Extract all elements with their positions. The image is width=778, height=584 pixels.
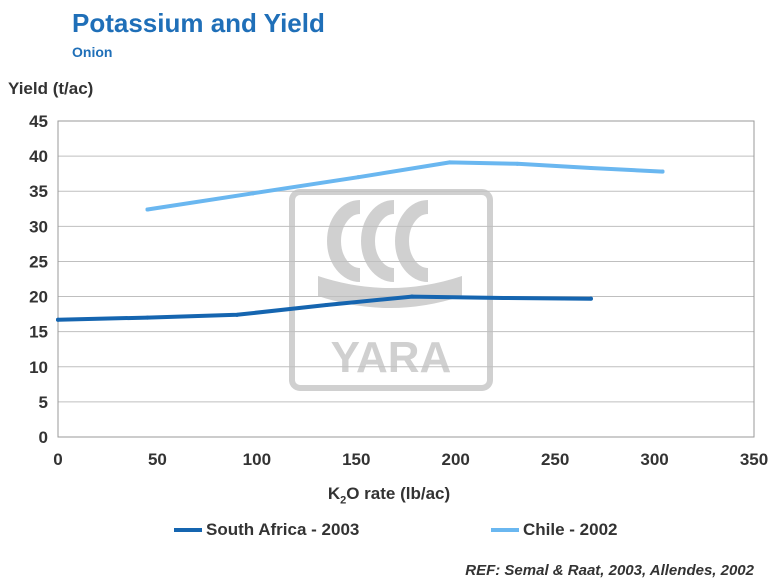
- y-tick-label: 20: [29, 288, 48, 307]
- reference-note: REF: Semal & Raat, 2003, Allendes, 2002: [465, 562, 754, 579]
- legend-item-south-africa: South Africa - 2003: [174, 520, 359, 540]
- data-point: [234, 312, 239, 317]
- y-tick-label: 10: [29, 358, 48, 377]
- y-axis-label: Yield (t/ac): [8, 79, 94, 98]
- watermark-frame: [289, 189, 493, 391]
- data-point: [501, 295, 506, 300]
- y-tick-label: 25: [29, 252, 48, 271]
- series-line-0: [56, 294, 593, 322]
- y-tick-label: 30: [29, 217, 48, 236]
- y-tick-label: 45: [29, 112, 48, 131]
- data-point: [409, 294, 414, 299]
- data-point: [250, 191, 255, 196]
- data-point: [356, 175, 361, 180]
- x-tick-label: 50: [148, 450, 167, 469]
- watermark-ship-hull: [318, 276, 462, 308]
- data-point: [588, 296, 593, 301]
- data-point: [145, 315, 150, 320]
- x-axis-label-rest: O rate (lb/ac): [346, 484, 451, 503]
- data-point: [56, 317, 60, 322]
- x-tick-label: 100: [243, 450, 271, 469]
- data-point: [324, 302, 329, 307]
- watermark-arc-1: [361, 200, 395, 282]
- y-tick-label: 0: [39, 428, 48, 447]
- x-axis-label: K2O rate (lb/ac): [0, 484, 778, 506]
- data-point: [447, 160, 452, 165]
- y-tick-label: 40: [29, 147, 48, 166]
- y-tick-label: 5: [39, 393, 48, 412]
- yara-watermark-logo: YARA: [289, 189, 493, 391]
- x-tick-label: 200: [442, 450, 470, 469]
- watermark-arc-2: [395, 200, 429, 282]
- data-point: [660, 169, 665, 174]
- data-point: [145, 207, 150, 212]
- legend-label-south-africa: South Africa - 2003: [206, 520, 360, 539]
- legend: South Africa - 2003 Chile - 2002: [0, 520, 778, 542]
- data-point: [515, 161, 520, 166]
- watermark-arc-0: [327, 200, 361, 282]
- x-tick-label: 250: [541, 450, 569, 469]
- series-line-1: [145, 160, 665, 212]
- x-tick-label: 350: [740, 450, 768, 469]
- watermark-text: YARA: [331, 333, 452, 382]
- y-tick-label: 15: [29, 323, 48, 342]
- x-tick-label: 150: [342, 450, 370, 469]
- y-tick-label: 35: [29, 182, 48, 201]
- legend-swatch-chile: [491, 528, 519, 532]
- data-point: [588, 166, 593, 171]
- legend-item-chile: Chile - 2002: [491, 520, 618, 540]
- chart-title: Potassium and Yield: [72, 8, 325, 38]
- plot-frame: [57, 120, 755, 438]
- x-axis-label-subscript: 2: [340, 494, 347, 507]
- x-tick-label: 300: [640, 450, 668, 469]
- chart-subtitle: Onion: [72, 44, 113, 60]
- x-axis-label-main: K: [327, 484, 341, 503]
- legend-swatch-south-africa: [174, 528, 202, 532]
- legend-label-chile: Chile - 2002: [523, 520, 618, 539]
- x-tick-label: 0: [53, 450, 62, 469]
